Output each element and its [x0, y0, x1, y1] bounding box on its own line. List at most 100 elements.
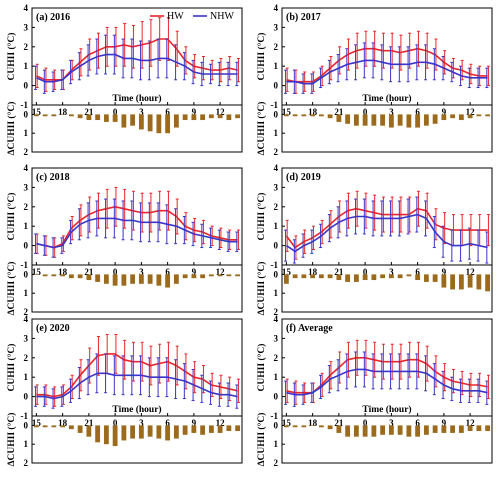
y-tick-label: 3: [274, 22, 279, 32]
delta-bar: [51, 114, 57, 117]
x-tick-label: 9: [442, 418, 447, 428]
y-tick-label: 3: [24, 22, 29, 32]
delta-bar: [441, 274, 447, 288]
series-hw: [285, 339, 490, 405]
x-tick-label: 15: [282, 418, 292, 428]
x-tick-label: 6: [415, 418, 420, 428]
x-tick-label: 15: [282, 267, 292, 277]
delta-plot-frame: [281, 104, 493, 153]
y-tick-label: 2: [274, 202, 279, 212]
delta-bar: [406, 425, 412, 437]
delta-bar: [485, 114, 491, 117]
y-tick-label: -1: [21, 260, 29, 270]
y-tick-label: 0: [274, 81, 279, 91]
delta-y-tick-label: 1: [24, 128, 29, 138]
delta-bar: [235, 425, 241, 432]
y-tick-label: 4: [274, 314, 279, 324]
delta-bar: [147, 274, 153, 284]
delta-bar: [336, 274, 342, 281]
x-tick-label: 12: [216, 267, 226, 277]
delta-bar: [388, 114, 394, 128]
delta-bar: [362, 274, 368, 281]
x-tick-label: 12: [216, 107, 226, 117]
y-tick-label: 0: [24, 81, 29, 91]
y-tick-label: 1: [24, 61, 29, 71]
y-tick-label: 1: [274, 221, 279, 231]
delta-bar: [86, 425, 92, 437]
delta-bar: [95, 114, 101, 121]
x-tick-label: 18: [308, 267, 318, 277]
delta-y-tick-label: 0: [274, 109, 279, 119]
delta-bar: [42, 274, 48, 277]
delta-bar: [415, 425, 421, 437]
delta-bar: [95, 425, 101, 443]
y-tick-label: -1: [21, 411, 29, 421]
series-line: [286, 47, 488, 83]
delta-y-tick-label: 0: [24, 420, 29, 430]
series-line: [36, 353, 238, 398]
x-tick-label: 9: [442, 107, 447, 117]
y-tick-label: 1: [274, 61, 279, 71]
x-tick-label: 3: [139, 267, 144, 277]
delta-bar: [345, 274, 351, 282]
delta-bar: [467, 425, 473, 432]
delta-bar: [397, 114, 403, 126]
delta-bar: [476, 274, 482, 290]
delta-bar: [86, 114, 92, 121]
x-tick-label: 0: [113, 418, 118, 428]
delta-bar: [121, 425, 127, 441]
delta-bar: [226, 114, 232, 121]
x-tick-label: 6: [165, 418, 170, 428]
x-tick-label: 3: [139, 107, 144, 117]
delta-bar: [327, 114, 333, 119]
delta-bar: [165, 274, 171, 288]
delta-bar: [353, 114, 359, 126]
y-axis-label: CUHII (°C): [6, 193, 17, 241]
delta-bar: [191, 274, 197, 279]
delta-bar: [182, 114, 188, 121]
panel-title: (f) Average: [286, 323, 333, 334]
panel-title: (b) 2017: [286, 12, 321, 23]
delta-bar: [353, 274, 359, 282]
x-tick-label: 21: [334, 418, 344, 428]
delta-bar: [147, 425, 153, 437]
delta-bar: [173, 114, 179, 128]
delta-bar: [441, 114, 447, 121]
delta-bar: [345, 425, 351, 437]
delta-bar: [353, 425, 359, 437]
y-tick-label: 4: [24, 3, 29, 13]
delta-bar: [173, 274, 179, 284]
delta-bar: [450, 425, 456, 433]
delta-bar: [458, 425, 464, 433]
delta-bar: [42, 425, 48, 428]
delta-bar: [60, 425, 66, 428]
x-axis-label: Time (hour): [362, 404, 411, 415]
delta-bar: [138, 425, 144, 439]
y-tick-label: 2: [24, 42, 29, 52]
delta-bar: [292, 114, 298, 117]
x-tick-label: 21: [84, 267, 94, 277]
series-hw: [35, 17, 240, 92]
series-line: [285, 207, 488, 249]
delta-bar: [33, 274, 39, 275]
y-tick-label: -1: [271, 411, 279, 421]
delta-plot-frame: [281, 415, 493, 464]
delta-bar: [318, 425, 324, 428]
delta-y-tick-label: 0: [24, 109, 29, 119]
delta-bar: [130, 274, 136, 284]
delta-bar: [441, 425, 447, 433]
delta-y-tick-label: 1: [274, 439, 279, 449]
delta-bar: [380, 114, 386, 126]
delta-bar: [165, 114, 171, 134]
x-tick-label: 0: [363, 418, 368, 428]
x-tick-label: 21: [334, 267, 344, 277]
delta-bar: [208, 425, 214, 433]
y-tick-label: 3: [274, 333, 279, 343]
delta-bar: [388, 425, 394, 435]
delta-bar: [485, 425, 491, 432]
delta-bar: [310, 425, 316, 426]
y-axis-label: CUHII (°C): [256, 193, 267, 241]
delta-y-axis-label: ΔCUHII (°C): [6, 102, 17, 156]
delta-y-tick-label: 2: [274, 147, 279, 157]
